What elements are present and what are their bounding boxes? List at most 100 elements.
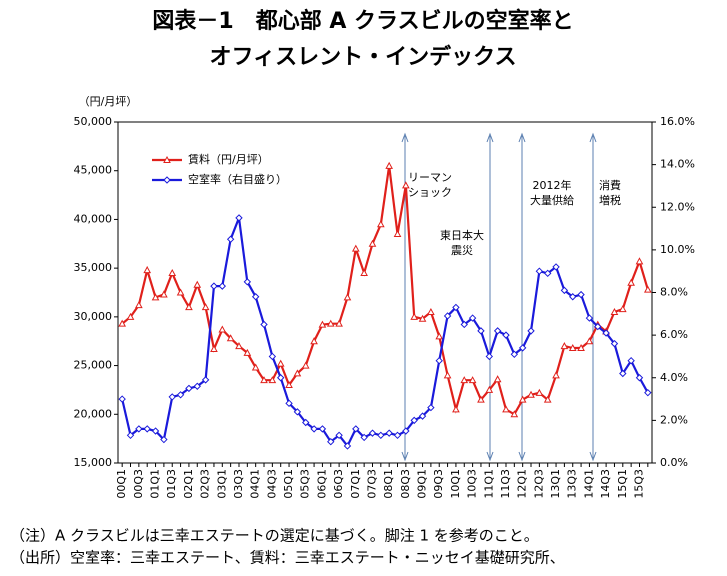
x-tick-label: 14Q3 (599, 469, 612, 499)
annotation: リーマン (408, 171, 452, 184)
point (251, 293, 260, 301)
point (560, 342, 569, 350)
point (318, 320, 327, 328)
x-tick-label: 02Q1 (182, 469, 195, 499)
y2-tick-label: 6.0% (660, 328, 688, 341)
point (468, 314, 477, 322)
point (468, 376, 477, 384)
series-line (121, 217, 649, 449)
point (635, 257, 644, 265)
point (352, 425, 360, 433)
point (268, 376, 277, 384)
point (210, 282, 218, 290)
point (335, 431, 343, 440)
point (477, 327, 485, 335)
x-tick-label: 11Q3 (499, 469, 512, 499)
point (543, 395, 552, 403)
point (493, 375, 502, 383)
point (185, 384, 193, 393)
point (643, 285, 652, 293)
x-tick-label: 10Q3 (466, 469, 479, 499)
y-axis-unit: （円/月坪） (79, 95, 138, 108)
y2-tick-label: 8.0% (660, 286, 688, 299)
point (410, 416, 418, 425)
arrow-head (518, 132, 526, 143)
point (602, 329, 610, 337)
point (226, 235, 235, 243)
x-tick-label: 07Q3 (365, 469, 378, 499)
point (151, 427, 160, 435)
note: （出所）空室率：三幸エステート、賃料：三幸エステート・ニッセイ基礎研究所、 (10, 549, 565, 567)
point (302, 418, 310, 427)
point (143, 425, 151, 433)
point (535, 267, 544, 275)
y-tick-label: 50,000 (74, 115, 113, 128)
arrow-head (486, 451, 494, 462)
arrow-head (401, 451, 409, 462)
point (368, 429, 377, 437)
x-tick-label: 15Q3 (632, 469, 645, 499)
point (502, 405, 510, 413)
point (627, 278, 635, 286)
y-tick-label: 25,000 (74, 359, 113, 372)
point (160, 435, 168, 444)
point (201, 303, 210, 311)
legend (148, 148, 284, 192)
point (402, 427, 410, 435)
x-tick-label: 09Q1 (416, 469, 429, 499)
y2-tick-label: 16.0% (660, 115, 695, 128)
x-tick-label: 12Q3 (532, 469, 545, 499)
point (293, 369, 302, 377)
point (168, 393, 176, 401)
point (427, 403, 435, 412)
point (402, 181, 410, 189)
point (176, 391, 185, 399)
point (510, 350, 519, 359)
point (443, 312, 452, 320)
annotation: 震災 (451, 244, 473, 257)
point (343, 442, 352, 450)
point (510, 410, 519, 418)
point (118, 395, 126, 403)
point (377, 431, 385, 440)
point (427, 307, 435, 315)
y2-tick-label: 10.0% (660, 243, 695, 256)
x-tick-label: 06Q3 (332, 469, 345, 499)
point (135, 301, 143, 309)
point (310, 337, 318, 345)
point (477, 395, 485, 403)
point (327, 437, 335, 446)
point (318, 425, 327, 433)
x-tick-label: 04Q3 (265, 469, 278, 499)
x-tick-label: 05Q1 (282, 469, 295, 499)
arrow-head (486, 132, 494, 143)
point (618, 305, 627, 313)
point (118, 319, 127, 327)
point (151, 293, 160, 301)
point (535, 388, 544, 396)
point (310, 425, 318, 433)
point (493, 327, 502, 335)
arrow-head (589, 132, 597, 143)
point (485, 385, 494, 393)
point (193, 280, 202, 288)
point (268, 352, 277, 361)
y-tick-label: 30,000 (74, 310, 113, 323)
point (460, 376, 469, 384)
point (243, 278, 252, 286)
point (360, 268, 368, 277)
point (518, 344, 527, 352)
y2-tick-label: 14.0% (660, 158, 695, 171)
point (452, 303, 460, 312)
x-tick-label: 10Q1 (449, 469, 462, 499)
legend-label: 賃料（円/月坪） (188, 152, 269, 166)
chart-title: オフィスレント・インデックス (210, 44, 517, 70)
point (585, 314, 594, 322)
point (443, 371, 452, 379)
point (410, 312, 419, 320)
point (418, 314, 427, 322)
point (619, 369, 627, 378)
point (543, 269, 552, 278)
point (301, 361, 310, 369)
